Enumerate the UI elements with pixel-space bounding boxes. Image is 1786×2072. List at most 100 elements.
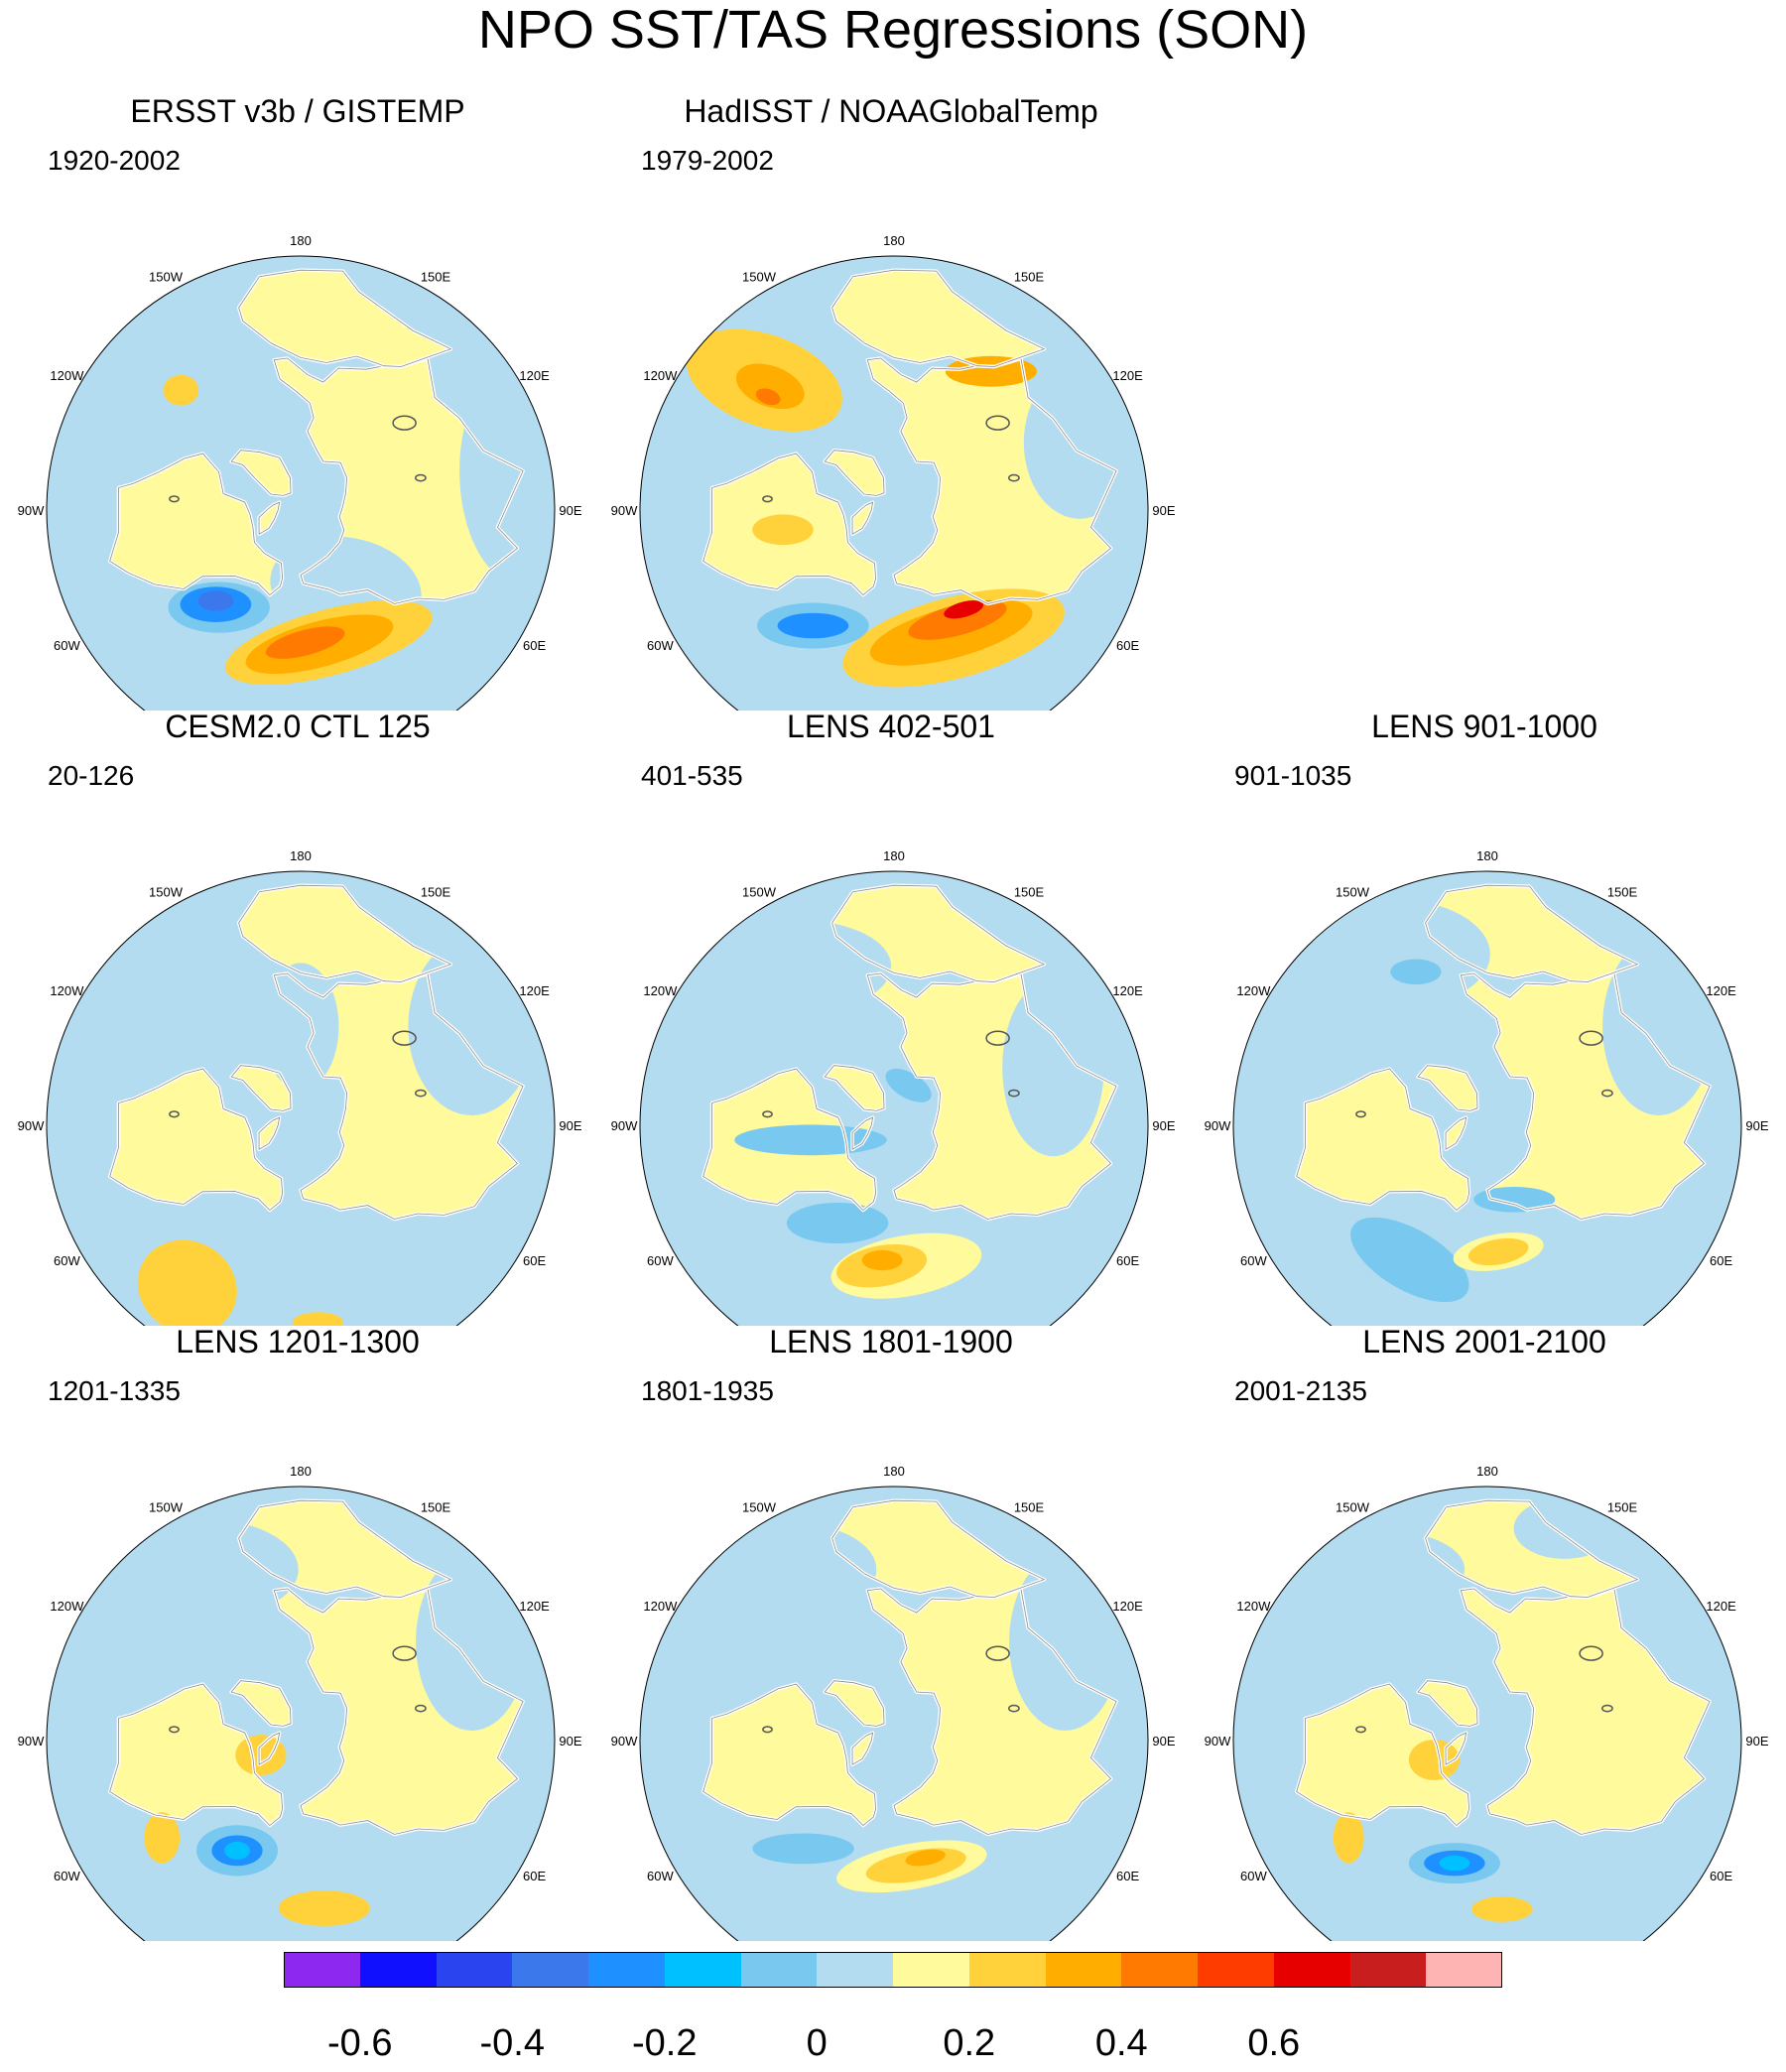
longitude-label: 60E — [523, 1869, 546, 1883]
coastline-detail — [1417, 1680, 1478, 1727]
map-boundary — [1232, 1486, 1742, 1941]
map-content — [1233, 871, 1741, 1326]
longitude-label: 120E — [1706, 1599, 1736, 1614]
map-panel: LENS 402-501401-535180150E120E90E60E30E0… — [593, 711, 1189, 1326]
colorbar-labels: -0.6 -0.4 -0.2 0 0.2 0.4 0.6 — [0, 2024, 1786, 2072]
colorbar-swatch — [817, 1952, 893, 1988]
map-boundary — [1232, 870, 1742, 1326]
colorbar-swatch — [1045, 1952, 1122, 1988]
colorbar-tick-label: 0 — [806, 2022, 828, 2064]
lake-outline — [1579, 1645, 1603, 1661]
polar-map: 180150E120E90E60E30E030W60W90W120W150W — [611, 1464, 1176, 1941]
longitude-label: 150W — [742, 269, 777, 284]
ocean-anomaly-region — [120, 957, 263, 1034]
longitude-label: 60E — [1116, 1869, 1139, 1883]
landmass-africa — [238, 270, 451, 367]
longitude-label: 60W — [54, 1253, 80, 1268]
ocean-anomaly-region — [713, 920, 892, 1012]
lake-outline — [985, 1645, 1010, 1661]
map-content — [1233, 1487, 1741, 1941]
map-panel: ERSST v3b / GISTEMP 1920-2002 180 150E 120E 9… — [0, 95, 595, 711]
longitude-label: 90E — [1152, 1118, 1175, 1133]
landmass-north-america — [702, 1684, 876, 1826]
cool-anomaly-contour — [786, 1203, 889, 1243]
longitude-label: 60W — [647, 638, 674, 653]
colorbar-swatch — [893, 1952, 969, 1988]
warm-anomaly-contour — [1467, 1237, 1529, 1266]
longitude-label: 120E — [1112, 368, 1143, 383]
longitude-label: 90E — [1152, 1734, 1175, 1748]
longitude-label: 180 — [1476, 1464, 1498, 1479]
warm-anomaly-contour — [292, 1312, 343, 1326]
coastline-detail — [831, 1499, 1046, 1598]
landmass-greenland — [825, 1680, 884, 1727]
coastline-detail — [238, 269, 452, 367]
longitude-label: 90W — [18, 1118, 45, 1133]
landmass-eurasia — [274, 1589, 524, 1835]
lake-outline — [1355, 1110, 1366, 1118]
landmass-greenland — [825, 450, 884, 496]
panel-year-range: 1801-1935 — [641, 1375, 774, 1406]
coastline-detail — [1425, 884, 1639, 982]
panel-year-range: 1920-2002 — [48, 145, 181, 176]
longitude-label: 150E — [1607, 1499, 1638, 1514]
lake-outline — [415, 1089, 427, 1098]
longitude-label: 60E — [1116, 1253, 1139, 1268]
lake-outline — [169, 1110, 180, 1118]
longitude-label: 180 — [1476, 848, 1498, 863]
warm-anomaly-contour — [735, 363, 805, 410]
coastline-detail — [258, 1732, 281, 1765]
ocean-anomaly-region — [161, 1860, 441, 1941]
longitude-label: 120W — [50, 1599, 84, 1614]
panel-year-range: 901-1035 — [1234, 760, 1352, 791]
coastline-detail — [851, 501, 874, 535]
longitude-label: 60E — [523, 1253, 546, 1268]
coastline-detail — [238, 1499, 452, 1598]
lake-outline — [762, 495, 773, 503]
landmass-eurasia — [867, 358, 1117, 604]
landmass-greenland — [231, 1065, 291, 1111]
coastline-detail — [230, 1680, 292, 1727]
colorbar-swatch — [1121, 1952, 1198, 1988]
coastline-detail — [831, 269, 1046, 367]
longitude-label: 120W — [1236, 983, 1271, 998]
landmass-greenland — [825, 1065, 884, 1111]
lake-outline — [415, 473, 427, 482]
landmass-north-america — [109, 453, 283, 595]
coastline-detail — [851, 1116, 874, 1150]
landmass-eurasia — [274, 358, 524, 604]
panel-title: LENS 2001-2100 — [1362, 1324, 1606, 1360]
landmass-africa — [238, 885, 451, 982]
lake-outline — [1601, 1089, 1613, 1098]
warm-anomaly-contour — [163, 374, 199, 406]
map-panel: LENS 1201-1300 1201-1335 180 150E 120E 90E 60E… — [0, 1326, 595, 1941]
cool-anomaly-contour — [1439, 1855, 1470, 1872]
longitude-label: 180 — [883, 1464, 905, 1479]
warm-anomaly-contour — [905, 1849, 946, 1867]
cool-anomaly-contour — [752, 1833, 854, 1865]
longitude-label: 90W — [611, 1734, 638, 1748]
landmass-north-america — [109, 1684, 283, 1826]
figure-title: NPO SST/TAS Regressions (SON) — [477, 0, 1309, 60]
landmass-arctic-islands — [852, 502, 873, 535]
colorbar-swatch — [512, 1952, 588, 1988]
cool-anomaly-contour — [197, 590, 234, 611]
longitude-label: 120E — [519, 983, 550, 998]
ocean-anomaly-region — [1360, 1868, 1614, 1941]
landmass-greenland — [231, 450, 291, 496]
polar-map: 180150E120E90E60E30E030W60W90W120W150W — [18, 233, 582, 711]
polar-map: 180150E120E90E60E30E030W60W90W120W150W — [1205, 848, 1769, 1326]
ocean-anomaly-region — [1023, 366, 1136, 519]
longitude-label: 150E — [1014, 1499, 1045, 1514]
longitude-label: 60E — [1710, 1253, 1732, 1268]
coastline-detail — [230, 450, 292, 496]
ocean-anomaly-region — [1002, 978, 1104, 1157]
landmass-north-america — [1296, 1069, 1469, 1211]
cool-anomaly-contour — [777, 612, 849, 639]
longitude-label: 180 — [290, 1464, 312, 1479]
cool-anomaly-contour — [1350, 1217, 1469, 1303]
longitude-label: 150W — [1336, 1499, 1370, 1514]
map-panel: CESM2.0 CTL 12520-126180150E120E90E60E30… — [0, 711, 595, 1326]
longitude-label: 150E — [1014, 269, 1045, 284]
coastline-detail — [109, 1068, 284, 1212]
